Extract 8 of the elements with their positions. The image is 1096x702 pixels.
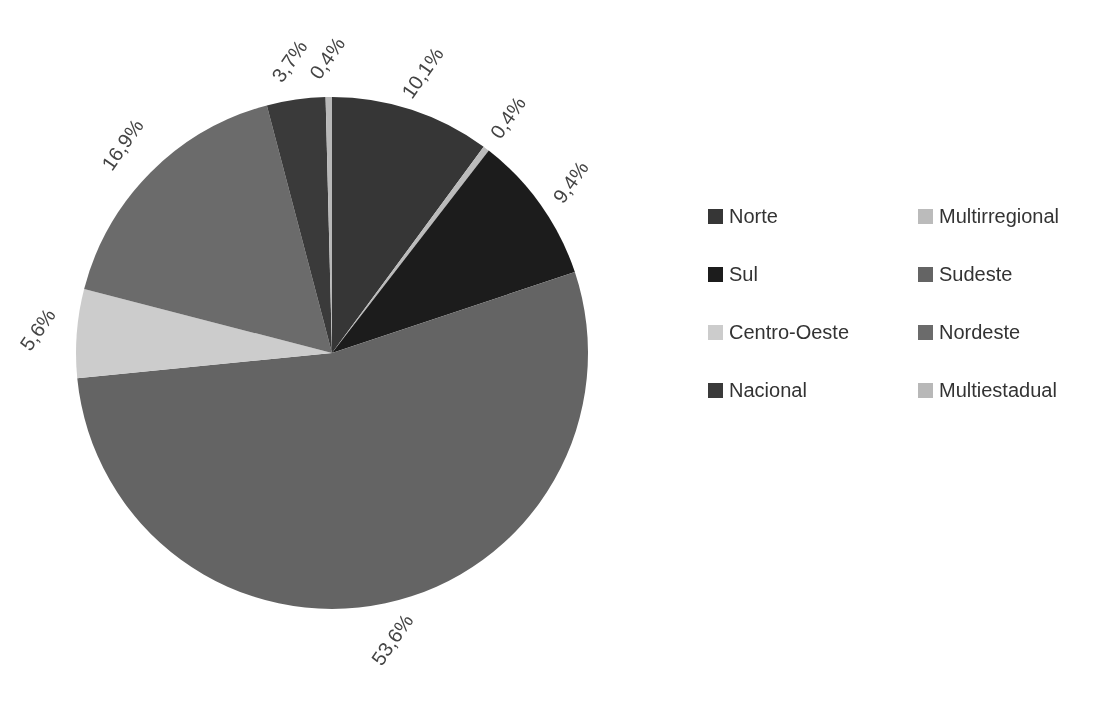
legend-label: Multirregional <box>939 204 1060 228</box>
legend-label: Centro-Oeste <box>729 320 850 344</box>
legend-label: Sudeste <box>939 262 1013 286</box>
legend-label: Multiestadual <box>939 378 1057 402</box>
legend-label: Nordeste <box>939 320 1021 344</box>
legend-label: Sul <box>729 262 758 286</box>
legend-label: Norte <box>729 204 778 228</box>
legend-label: Nacional <box>729 378 807 402</box>
